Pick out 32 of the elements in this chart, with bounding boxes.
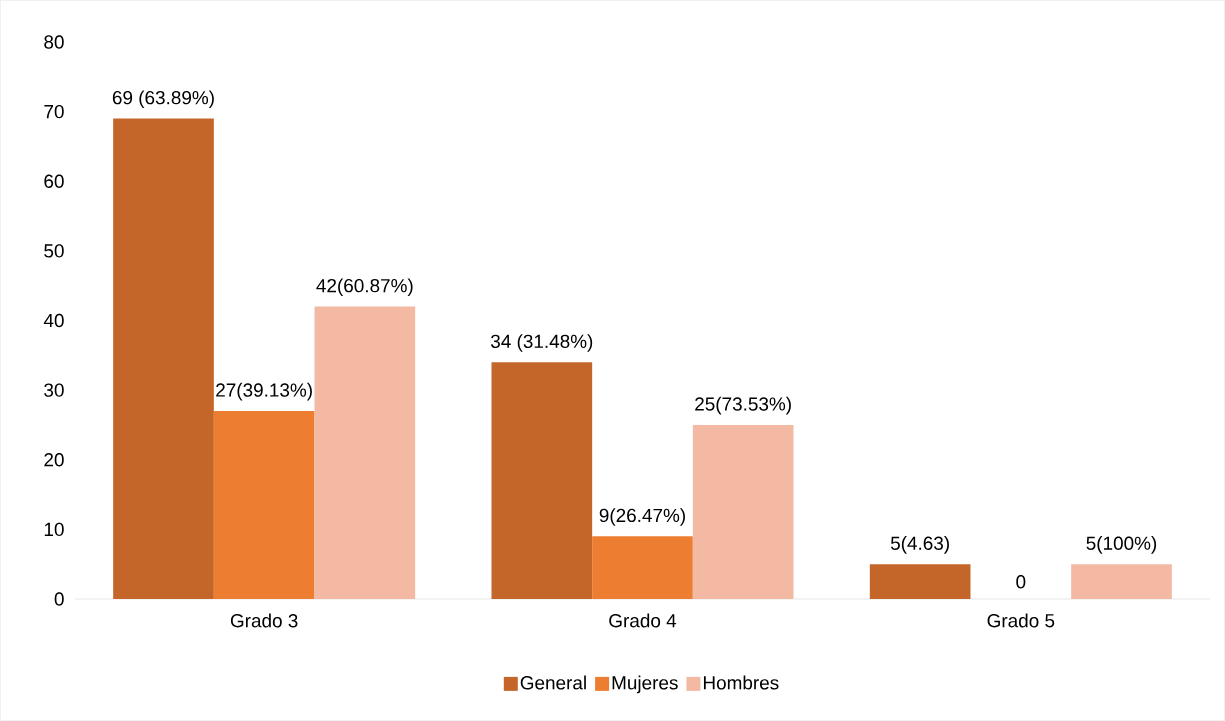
data-label: 27(39.13%) [216,382,312,401]
legend-label: Hombres [703,675,779,690]
bar [314,306,416,599]
y-tick-label: 60 [44,174,64,188]
bar [592,536,693,599]
data-label: 5(4.63) [890,536,949,554]
y-tick-label: 80 [44,35,64,49]
bar [491,362,593,599]
y-tick-label: 70 [44,104,64,119]
x-tick-label: Grado 5 [987,613,1055,628]
data-label: 9(26.47%) [599,508,685,526]
x-tick-label: Grado 3 [230,613,298,628]
data-label: 0 [1016,575,1026,589]
y-tick-label: 20 [44,453,64,467]
data-label: 42(60.87%) [316,278,413,297]
y-tick-label: 30 [44,383,64,397]
bar [113,118,214,599]
legend-label: General [520,675,586,690]
y-tick-label: 10 [44,522,64,537]
data-label: 25(73.53%) [695,396,791,415]
y-tick-label: 50 [44,244,64,258]
y-tick-label: 40 [43,313,64,328]
bar [1071,564,1172,599]
bar [213,411,315,599]
legend-label: Mujeres [612,675,678,694]
data-label: 5(100%) [1086,536,1157,554]
data-label: 34 (31.48%) [490,334,593,352]
x-tick-label: Grado 4 [609,613,677,628]
bar [692,424,794,599]
data-label: 69 (63.89%) [112,90,214,109]
y-tick-label: 0 [54,592,64,606]
bar [869,564,971,599]
